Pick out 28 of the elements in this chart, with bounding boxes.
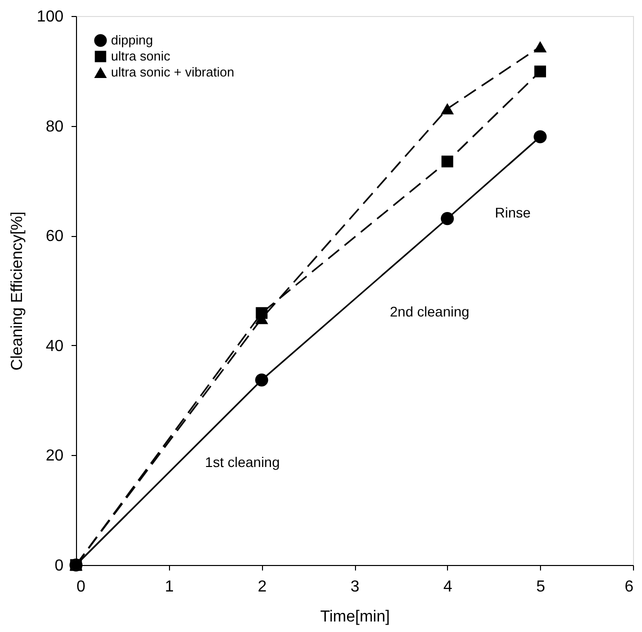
y-tick-label: 0 <box>54 558 64 574</box>
legend-label: ultra sonic + vibration <box>111 64 234 80</box>
point <box>534 130 547 144</box>
y-tick-label: 60 <box>46 228 64 246</box>
x-tick-label: 1 <box>164 578 174 596</box>
point <box>441 156 454 168</box>
x-tick-label: 3 <box>350 578 360 596</box>
legend-label: ultra sonic <box>111 48 171 64</box>
point <box>440 103 454 114</box>
y-tick-label: 80 <box>46 118 64 136</box>
y-axis-title: Cleaning Efficiency[%] <box>8 212 26 370</box>
x-tick-label: 2 <box>258 578 267 596</box>
legend-label: dipping <box>111 32 153 48</box>
annotation: 1st cleaning <box>205 454 280 470</box>
point <box>440 212 454 226</box>
y-tick-label: 20 <box>46 448 64 465</box>
y-tick-label: 40 <box>46 338 64 355</box>
point <box>255 373 268 387</box>
x-tick-label: 6 <box>624 578 634 596</box>
point <box>534 41 547 52</box>
x-tick-label: 4 <box>443 578 452 596</box>
y-tick-label: 100 <box>36 8 64 26</box>
x-axis-title: Time[min] <box>320 608 390 626</box>
x-tick-label: 0 <box>76 578 86 596</box>
x-tick-label: 5 <box>536 578 546 596</box>
point <box>534 66 546 78</box>
annotation: Rinse <box>494 204 531 221</box>
annotation: 2nd cleaning <box>390 303 470 320</box>
